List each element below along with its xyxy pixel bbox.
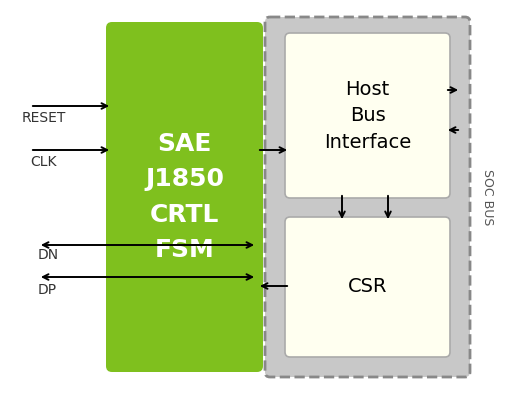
Text: SAE
J1850
CRTL
FSM: SAE J1850 CRTL FSM — [145, 132, 224, 262]
Text: CLK: CLK — [30, 155, 56, 169]
FancyBboxPatch shape — [285, 33, 450, 198]
Text: DN: DN — [38, 248, 59, 262]
FancyBboxPatch shape — [106, 22, 263, 372]
Text: RESET: RESET — [22, 111, 67, 125]
FancyBboxPatch shape — [285, 217, 450, 357]
Text: Host
Bus
Interface: Host Bus Interface — [324, 80, 411, 152]
Text: DP: DP — [38, 283, 57, 297]
Text: CSR: CSR — [348, 277, 387, 297]
Text: SOC BUS: SOC BUS — [481, 169, 495, 225]
FancyBboxPatch shape — [265, 17, 470, 377]
